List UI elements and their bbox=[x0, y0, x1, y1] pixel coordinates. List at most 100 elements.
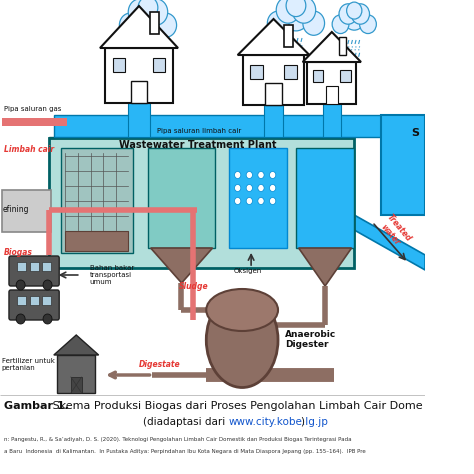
Circle shape bbox=[332, 15, 349, 34]
Bar bbox=[243, 55, 304, 105]
Polygon shape bbox=[54, 335, 99, 355]
Circle shape bbox=[270, 198, 276, 204]
Bar bbox=[57, 355, 95, 393]
Text: Pipa saluran limbah cair: Pipa saluran limbah cair bbox=[157, 128, 241, 134]
Bar bbox=[148, 148, 215, 248]
Bar bbox=[339, 37, 346, 55]
Polygon shape bbox=[151, 248, 212, 283]
Bar bbox=[128, 103, 150, 137]
Bar bbox=[312, 70, 323, 82]
Bar bbox=[112, 58, 125, 72]
Circle shape bbox=[16, 314, 25, 324]
Bar bbox=[54, 115, 390, 137]
Circle shape bbox=[292, 0, 316, 23]
Text: a Baru  Indonesia  di Kalimantan.  In Pustaka Aditya: Perpindahan Ibu Kota Negar: a Baru Indonesia di Kalimantan. In Pusta… bbox=[4, 449, 365, 454]
Polygon shape bbox=[299, 248, 352, 286]
Bar bbox=[49, 137, 354, 138]
Polygon shape bbox=[237, 19, 310, 55]
Circle shape bbox=[258, 198, 264, 204]
Circle shape bbox=[43, 314, 52, 324]
Circle shape bbox=[258, 184, 264, 191]
Circle shape bbox=[344, 6, 365, 30]
Bar bbox=[2, 190, 51, 232]
Bar bbox=[265, 83, 282, 105]
Circle shape bbox=[128, 0, 152, 25]
Text: Wastewater Treatment Plant: Wastewater Treatment Plant bbox=[118, 140, 276, 150]
Bar bbox=[228, 148, 287, 248]
Circle shape bbox=[155, 13, 177, 37]
Bar bbox=[326, 86, 338, 104]
Circle shape bbox=[303, 11, 325, 35]
Circle shape bbox=[16, 280, 25, 290]
Bar bbox=[381, 115, 425, 215]
Circle shape bbox=[270, 184, 276, 191]
Text: Pipa saluran gas: Pipa saluran gas bbox=[4, 106, 61, 112]
Circle shape bbox=[138, 0, 158, 18]
Polygon shape bbox=[303, 32, 361, 62]
Ellipse shape bbox=[206, 292, 278, 388]
Circle shape bbox=[360, 15, 376, 34]
Circle shape bbox=[235, 198, 241, 204]
Text: Biogas: Biogas bbox=[4, 248, 32, 257]
Circle shape bbox=[144, 0, 168, 25]
Text: (diadaptasi dari: (diadaptasi dari bbox=[144, 417, 229, 427]
Circle shape bbox=[346, 2, 362, 19]
Text: ): ) bbox=[301, 417, 304, 427]
Text: Digestate: Digestate bbox=[139, 360, 181, 369]
FancyBboxPatch shape bbox=[9, 290, 59, 320]
Text: Oksigen: Oksigen bbox=[233, 268, 262, 274]
Bar bbox=[250, 65, 263, 79]
Bar bbox=[29, 296, 38, 305]
Bar bbox=[340, 70, 351, 82]
Polygon shape bbox=[100, 6, 178, 48]
Bar bbox=[49, 138, 354, 268]
Text: n: Pangestu, R., & Sa’adiyah, D. S. (2020). Teknologi Pengolahan Limbah Cair Dom: n: Pangestu, R., & Sa’adiyah, D. S. (202… bbox=[4, 437, 351, 442]
Circle shape bbox=[276, 0, 300, 23]
Polygon shape bbox=[354, 215, 425, 270]
Bar bbox=[61, 148, 133, 253]
Circle shape bbox=[270, 172, 276, 179]
Text: Limbah cair: Limbah cair bbox=[4, 145, 54, 154]
Circle shape bbox=[119, 13, 141, 37]
Bar bbox=[42, 296, 51, 305]
Bar bbox=[153, 58, 165, 72]
Circle shape bbox=[235, 172, 241, 179]
Bar bbox=[284, 25, 293, 47]
Circle shape bbox=[258, 172, 264, 179]
Bar bbox=[264, 105, 283, 137]
Text: Anaerobic
Digester: Anaerobic Digester bbox=[285, 330, 337, 349]
Circle shape bbox=[235, 184, 241, 191]
Bar bbox=[17, 262, 26, 271]
Text: Fertilizer untuk
pertanian: Fertilizer untuk pertanian bbox=[2, 358, 55, 371]
Bar bbox=[105, 48, 173, 103]
Bar bbox=[17, 296, 26, 305]
Circle shape bbox=[339, 4, 357, 24]
Circle shape bbox=[246, 198, 253, 204]
Bar bbox=[71, 377, 82, 393]
Bar bbox=[42, 262, 51, 271]
Circle shape bbox=[43, 280, 52, 290]
Text: Gambar 1.: Gambar 1. bbox=[4, 401, 68, 411]
Circle shape bbox=[134, 2, 162, 33]
Ellipse shape bbox=[206, 289, 278, 331]
Text: Bahan bakar
transportasi
umum: Bahan bakar transportasi umum bbox=[90, 265, 134, 285]
Text: www.city.kobe.lg.jp: www.city.kobe.lg.jp bbox=[228, 417, 328, 427]
Text: Treated
water: Treated water bbox=[377, 212, 412, 250]
FancyBboxPatch shape bbox=[9, 256, 59, 286]
Bar bbox=[2, 118, 67, 126]
Circle shape bbox=[267, 11, 289, 35]
Bar bbox=[284, 65, 297, 79]
Bar bbox=[323, 104, 341, 137]
Circle shape bbox=[351, 4, 370, 24]
Circle shape bbox=[286, 0, 306, 17]
Circle shape bbox=[282, 0, 310, 31]
Bar bbox=[296, 148, 354, 248]
Bar bbox=[29, 262, 38, 271]
Bar bbox=[131, 81, 147, 103]
Text: Sludge: Sludge bbox=[179, 282, 209, 291]
Text: efining: efining bbox=[3, 205, 29, 214]
Text: S: S bbox=[411, 128, 419, 138]
Circle shape bbox=[246, 172, 253, 179]
Text: Skema Produksi Biogas dari Proses Pengolahan Limbah Cair Dome: Skema Produksi Biogas dari Proses Pengol… bbox=[49, 401, 423, 411]
Circle shape bbox=[246, 184, 253, 191]
